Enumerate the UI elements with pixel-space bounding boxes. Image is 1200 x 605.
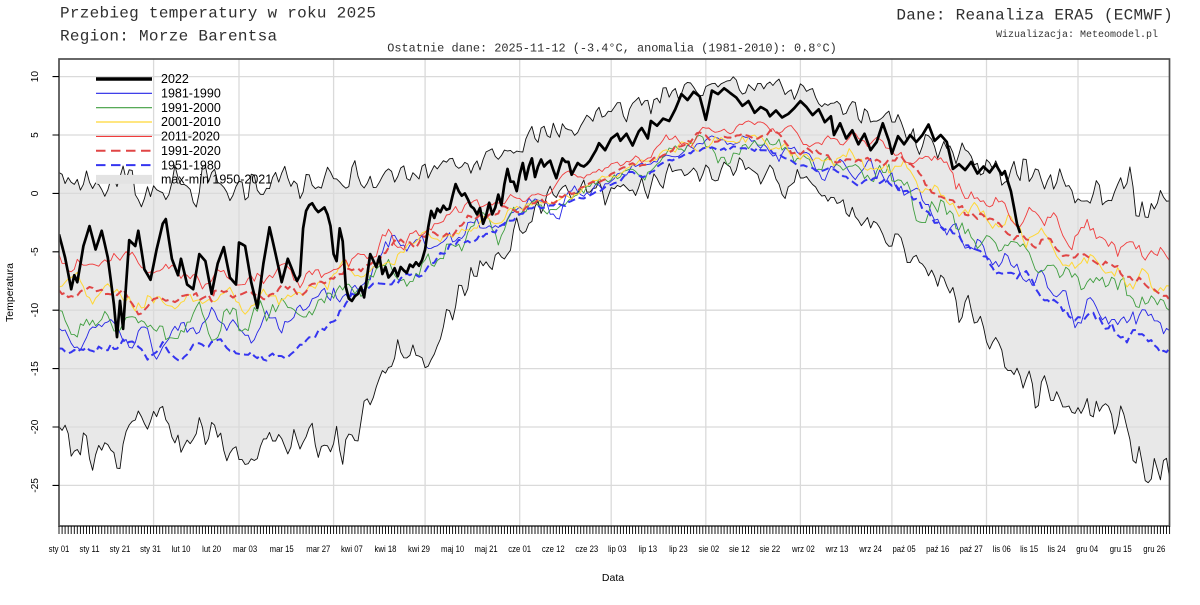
svg-text:maj 10: maj 10 (441, 544, 464, 555)
svg-text:Wizualizacja: Meteomodel.pl: Wizualizacja: Meteomodel.pl (996, 29, 1158, 41)
svg-text:gru 04: gru 04 (1076, 544, 1098, 555)
svg-text:1991-2020: 1991-2020 (161, 144, 221, 158)
svg-text:lip 03: lip 03 (608, 544, 627, 555)
svg-text:Przebieg temperatury w roku 20: Przebieg temperatury w roku 2025 (60, 5, 376, 23)
svg-text:sie 22: sie 22 (760, 544, 781, 555)
svg-text:mar 03: mar 03 (233, 544, 257, 555)
svg-text:max-min 1950-2021: max-min 1950-2021 (161, 173, 272, 187)
svg-text:-5: -5 (30, 247, 41, 256)
svg-text:Data: Data (602, 572, 624, 584)
svg-text:maj 21: maj 21 (475, 544, 498, 555)
svg-text:2011-2020: 2011-2020 (161, 130, 220, 144)
svg-text:sty 01: sty 01 (49, 544, 70, 555)
svg-text:wrz 13: wrz 13 (825, 544, 849, 555)
svg-text:wrz 02: wrz 02 (791, 544, 815, 555)
svg-text:cze 23: cze 23 (575, 544, 598, 555)
svg-text:sie 12: sie 12 (729, 544, 750, 555)
svg-text:Dane: Reanaliza ERA5 (ECMWF): Dane: Reanaliza ERA5 (ECMWF) (896, 7, 1173, 25)
svg-text:-15: -15 (30, 361, 41, 376)
svg-text:lis 15: lis 15 (1020, 544, 1038, 555)
svg-text:kwi 18: kwi 18 (375, 544, 397, 555)
svg-text:0: 0 (30, 190, 41, 196)
svg-text:paź 27: paź 27 (960, 544, 983, 555)
svg-text:cze 12: cze 12 (542, 544, 565, 555)
svg-text:lis 06: lis 06 (993, 544, 1011, 555)
svg-text:lut 10: lut 10 (172, 544, 191, 555)
svg-text:mar 27: mar 27 (306, 544, 330, 555)
svg-text:sty 21: sty 21 (110, 544, 131, 555)
svg-text:1981-1990: 1981-1990 (161, 87, 221, 101)
svg-text:1991-2000: 1991-2000 (161, 101, 221, 115)
svg-text:5: 5 (30, 132, 41, 138)
svg-text:-25: -25 (30, 478, 41, 493)
svg-text:Temperatura: Temperatura (4, 263, 16, 322)
svg-text:sty 11: sty 11 (79, 544, 99, 555)
svg-text:Ostatnie dane: 2025-11-12 (-3.: Ostatnie dane: 2025-11-12 (-3.4°C, anoma… (387, 42, 837, 56)
svg-text:cze 01: cze 01 (508, 544, 531, 555)
svg-text:paź 05: paź 05 (893, 544, 916, 555)
svg-text:sie 02: sie 02 (699, 544, 720, 555)
svg-text:lip 13: lip 13 (639, 544, 658, 555)
svg-text:mar 15: mar 15 (270, 544, 294, 555)
svg-text:sty 31: sty 31 (140, 544, 161, 555)
svg-text:1951-1980: 1951-1980 (161, 158, 221, 172)
svg-text:gru 26: gru 26 (1143, 544, 1165, 555)
svg-text:2022: 2022 (161, 72, 189, 86)
svg-text:kwi 07: kwi 07 (341, 544, 363, 555)
svg-text:lut 20: lut 20 (202, 544, 221, 555)
svg-text:-10: -10 (30, 303, 41, 318)
svg-text:paź 16: paź 16 (926, 544, 949, 555)
svg-text:lip 23: lip 23 (669, 544, 688, 555)
svg-text:10: 10 (30, 71, 41, 83)
svg-text:-20: -20 (30, 419, 41, 434)
svg-text:wrz 24: wrz 24 (858, 544, 882, 555)
svg-text:gru 15: gru 15 (1110, 544, 1132, 555)
svg-text:2001-2010: 2001-2010 (161, 115, 221, 129)
svg-text:kwi 29: kwi 29 (408, 544, 430, 555)
svg-text:lis 24: lis 24 (1048, 544, 1066, 555)
svg-text:Region: Morze Barentsa: Region: Morze Barentsa (60, 28, 278, 46)
